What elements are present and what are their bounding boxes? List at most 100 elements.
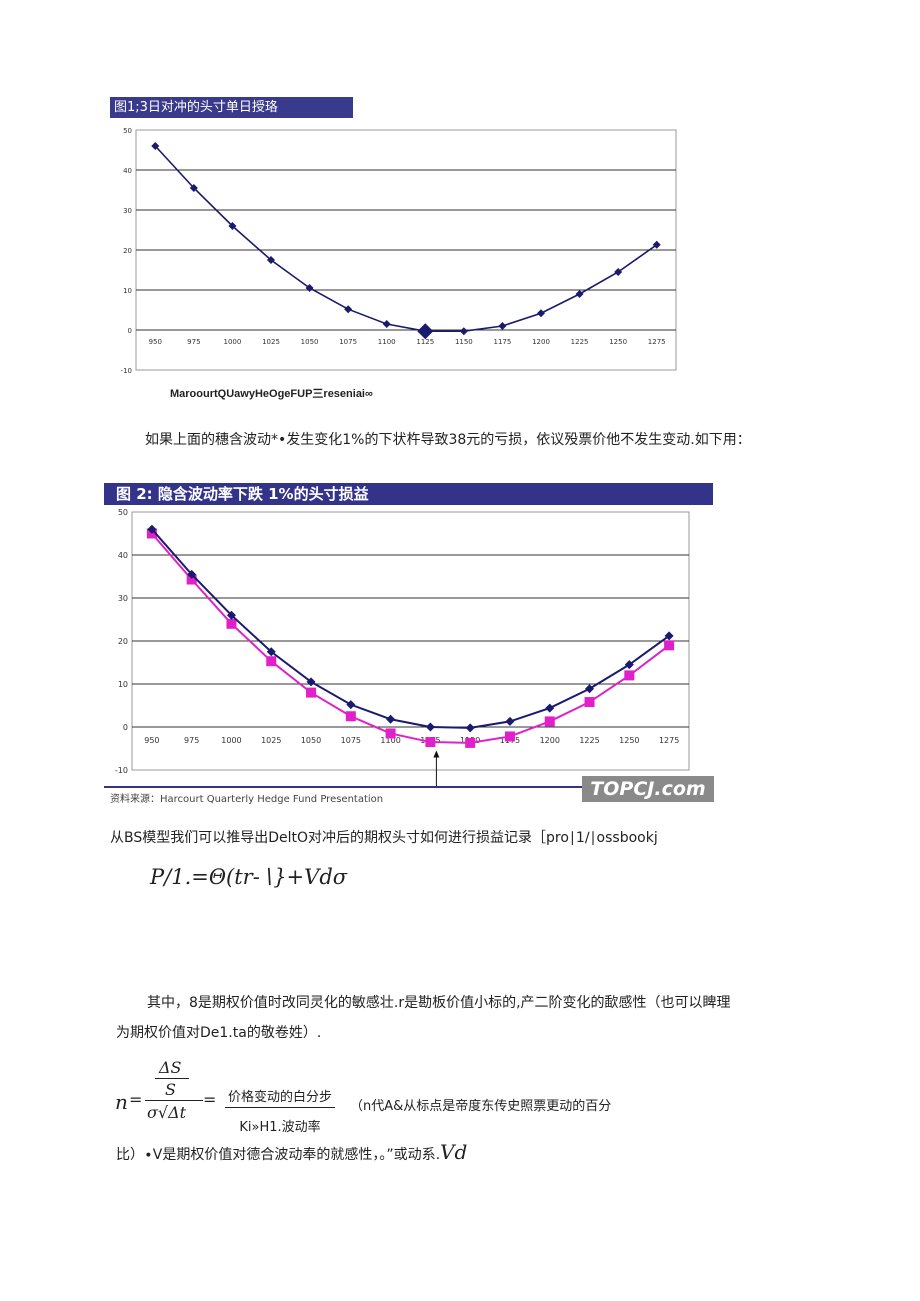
formula-n: n = ΔS S σ√Δt =	[115, 1058, 217, 1122]
formula-words: 价格变动的白分步 Ki»H1.波动率	[225, 1086, 335, 1135]
data-point	[306, 687, 317, 698]
data-point	[382, 320, 391, 328]
x-tick-label: 1125	[416, 338, 434, 346]
x-tick-label: 1225	[571, 338, 589, 346]
formula-n-delta-s: ΔS	[159, 1058, 182, 1077]
x-tick-label: 1000	[224, 338, 242, 346]
data-point	[498, 322, 507, 330]
x-tick-label: 1050	[301, 736, 321, 745]
figure1-chart: 50 40 30 20 10 0 -10 950 975 1000 1025 1050 1075 1100…	[121, 127, 677, 375]
paragraph-2: 从BS模型我们可以推导出DeltO对冲后的期权头寸如何进行损益记录［pro∣1∕…	[110, 830, 658, 846]
data-point	[459, 327, 468, 336]
series-line-1	[151, 528, 670, 729]
y-tick-label: 50	[123, 127, 132, 135]
data-point	[147, 524, 157, 534]
x-tick-label: 1225	[579, 736, 599, 745]
data-point	[344, 305, 353, 314]
paragraph-4-text: 比）∙V是期权价值对德合波动奉的就感性，。”或动系.	[116, 1147, 441, 1163]
data-point	[228, 222, 237, 230]
data-point	[266, 656, 277, 667]
data-point	[425, 737, 436, 748]
series-line-1	[154, 145, 658, 332]
data-point	[544, 716, 555, 727]
data-point	[624, 660, 634, 670]
highlight-marker	[417, 323, 434, 340]
arrow-head	[433, 750, 440, 758]
data-point	[624, 670, 635, 681]
formula-n-s: S	[165, 1080, 176, 1099]
watermark-logo: TOPCJ.com	[582, 776, 714, 802]
data-point	[537, 309, 545, 318]
paragraph-1: 如果上面的穗含波动*•发生变化1%的下状杵导致38元的亏损，依议殁票价他不发生变…	[145, 432, 751, 448]
x-tick-label: 1100	[378, 338, 396, 346]
data-point	[386, 714, 396, 724]
data-point	[585, 684, 595, 694]
data-point	[186, 574, 197, 585]
x-tick-label: 1050	[301, 338, 319, 346]
data-point	[189, 184, 198, 192]
data-point	[504, 731, 515, 742]
paragraph-4: 比）∙V是期权价值对德合波动奉的就感性，。”或动系.Vd	[116, 1142, 467, 1165]
y-tick-label: 30	[118, 594, 128, 603]
data-point	[545, 703, 555, 713]
figure2-title: 图 2: 隐含波动率下跌 1%的头寸损益	[104, 483, 713, 505]
x-tick-label: 1175	[494, 338, 512, 346]
data-point	[267, 256, 275, 264]
data-point	[465, 737, 476, 748]
x-tick-label: 1275	[659, 736, 679, 745]
x-tick-label: 1275	[648, 338, 666, 346]
x-tick-label: 950	[149, 338, 162, 346]
formula-n-den: σ√Δt	[147, 1103, 187, 1122]
data-point	[575, 290, 584, 298]
data-point	[305, 284, 314, 292]
data-point	[346, 700, 356, 710]
data-point	[385, 728, 396, 739]
figure1-source: MaroourtQUawyHeOgeFUP三reseniai∞	[170, 388, 373, 400]
data-point	[664, 640, 675, 651]
x-tick-label: 1025	[261, 736, 281, 745]
x-tick-label: 1025	[262, 338, 280, 346]
x-tick-label: 975	[187, 338, 200, 346]
formula-note: （n代A&从标点是帝度东传史照票更动的百分	[350, 1099, 612, 1114]
x-tick-label: 1200	[532, 338, 550, 346]
y-tick-label: 0	[128, 327, 132, 335]
x-tick-label: 1075	[339, 338, 357, 346]
y-tick-label: 40	[123, 167, 132, 175]
data-point	[505, 716, 515, 726]
x-tick-label: 1250	[609, 338, 627, 346]
y-tick-label: 10	[118, 680, 128, 689]
y-tick-label: 50	[118, 508, 128, 517]
formula-word-num: 价格变动的白分步	[225, 1086, 335, 1108]
x-tick-label: 1000	[221, 736, 241, 745]
x-tick-label: 1075	[341, 736, 361, 745]
data-point	[187, 569, 197, 579]
formula-n-eq: =	[203, 1090, 217, 1109]
figure2-source: 资料来源：Harcourt Quarterly Hedge Fund Prese…	[110, 794, 384, 805]
x-tick-label: 1200	[540, 736, 560, 745]
data-point	[614, 268, 623, 276]
data-point	[652, 240, 661, 249]
data-point	[226, 610, 236, 620]
series-line-2	[151, 532, 670, 744]
data-point	[584, 697, 595, 708]
y-tick-label: 10	[123, 287, 132, 295]
formula-pnl: P/1.=Θ(tr-∖}+Vdσ	[150, 865, 348, 889]
formula-n-lhs: n	[115, 1090, 128, 1114]
formula-word-den: Ki»H1.波动率	[239, 1120, 321, 1135]
x-tick-label: 1250	[619, 736, 639, 745]
x-tick-label: 1100	[380, 736, 400, 745]
x-tick-label: 975	[184, 736, 199, 745]
figure2-chart: 50 40 30 20 10 0 -10 950 975 1000 1025 1050 1075 1100…	[104, 508, 690, 788]
x-tick-label: 950	[144, 736, 159, 745]
data-point	[226, 618, 237, 629]
paragraph-4-vd: Vd	[440, 1140, 468, 1164]
y-tick-label: 20	[123, 247, 132, 255]
y-tick-label: 20	[118, 637, 128, 646]
data-point	[151, 142, 160, 150]
data-point	[266, 647, 276, 657]
data-point	[465, 723, 475, 733]
figure1-title: 图1;3日对冲的头寸单日授珞	[110, 97, 353, 118]
data-point	[345, 711, 356, 722]
y-tick-label: 40	[118, 551, 128, 560]
y-tick-label: 0	[123, 723, 128, 732]
